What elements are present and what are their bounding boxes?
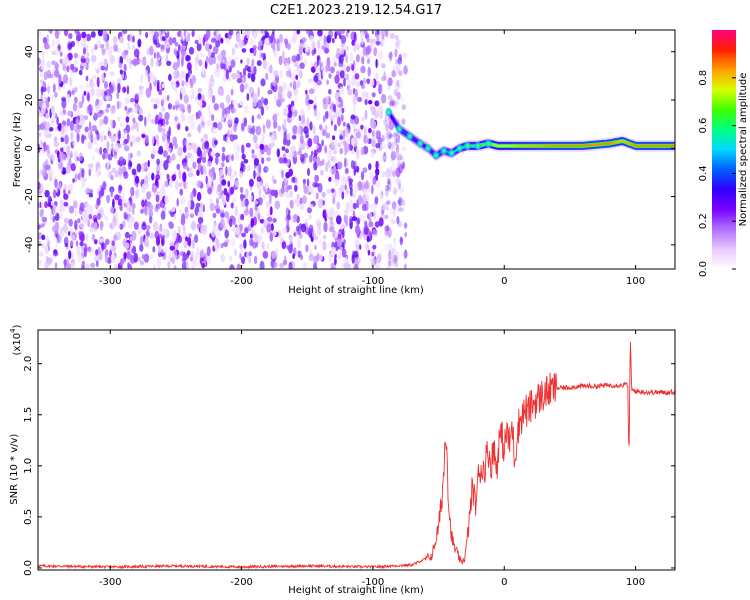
y-axis-label: SNR (10 * v/v) [9,434,20,505]
x-tick-label: -100 [362,276,385,287]
x-tick-label: 0 [501,276,507,287]
y-tick-label: 2.0 [23,356,34,372]
spectrogram-image [38,30,675,269]
x-tick-label: -100 [362,577,385,588]
y-axis-label: Frequency (Hz) [12,112,23,188]
colorbar-gradient [712,30,736,269]
y-tick-label: 40 [24,45,35,58]
x-tick-label: 100 [626,577,645,588]
y-tick-label: -40 [24,237,35,253]
colorbar: 0.0 0.2 0.4 0.6 0.8 Normalized spectral ampli… [698,30,749,277]
snr-line [38,341,675,570]
chart-title: C2E1.2023.219.12.54.G17 [270,3,442,18]
y-tick-label: 1.0 [23,458,34,474]
y-tick-label: 0.0 [23,560,34,576]
colorbar-tick-label: 0.0 [698,261,709,277]
plot-background [38,330,675,570]
plot-frame [37,329,676,571]
x-tick-label: -200 [230,577,253,588]
colorbar-tick-label: 0.2 [698,213,709,229]
x-tick-label: -300 [99,577,122,588]
x-axis-label: Height of straight line (km) [288,285,424,296]
y-tick-label: 0 [24,145,35,151]
colorbar-tick-label: 0.4 [698,165,709,181]
y-tick-label: 0.5 [23,509,34,525]
colorbar-tick-label: 0.8 [698,70,709,86]
snr-series [38,341,675,570]
colorbar-label: Normalized spectral amplitude [738,73,749,227]
y-tick-label: 1.5 [23,407,34,423]
y-tick-label: 20 [24,94,35,107]
y-tick-label: -20 [24,188,35,204]
x-tick-label: 100 [626,276,645,287]
x-axis-label: Height of straight line (km) [288,585,424,596]
colorbar-tick-label: 0.6 [698,118,709,134]
x-tick-label: -200 [230,276,253,287]
snr-panel: -300 -200 -100 0 100 0.0 0.5 1.0 1.5 2.0 Height of… [9,324,676,596]
x-tick-label: 0 [501,577,507,588]
plot-frame [37,29,676,270]
scale-factor-label: (x104) [9,324,23,355]
x-tick-label: -300 [99,276,122,287]
